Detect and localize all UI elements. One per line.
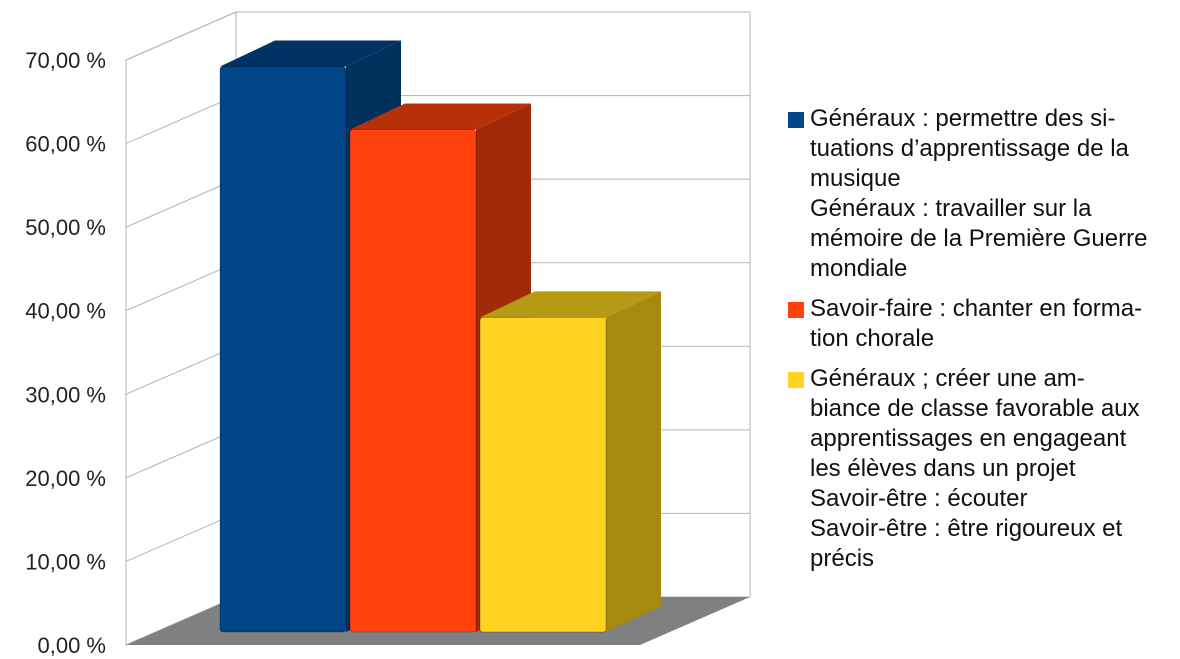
legend-label: Généraux : permettre des si- [810, 105, 1116, 132]
legend-item: Généraux : permettre des si-tuations d’a… [788, 104, 1173, 284]
legend-label: musique [810, 165, 901, 192]
y-tick-label: 40,00 % [25, 299, 106, 324]
legend-label: Généraux : travailler sur la [810, 195, 1092, 222]
gridline-side [125, 95, 237, 145]
bar-top [350, 103, 531, 130]
legend-label: Savoir-faire : chanter en forma- [810, 295, 1143, 322]
legend-item: Savoir-faire : chanter en forma-tion cho… [788, 294, 1173, 354]
gridline-side [125, 429, 237, 479]
legend-item: Généraux ; créer une am-biance de classe… [788, 364, 1173, 574]
legend-swatch [788, 302, 804, 318]
bar-top [480, 291, 661, 318]
legend-label: tuations d’apprentissage de la [810, 135, 1129, 162]
legend-label: Savoir-être : être rigoureux et [810, 515, 1123, 542]
y-tick-label: 50,00 % [25, 215, 106, 240]
gridline-side [125, 178, 237, 228]
gridline-side [125, 262, 237, 312]
legend-label: Savoir-être : écouter [810, 485, 1028, 512]
legend-label: mémoire de la Première Guerre [810, 225, 1148, 252]
legend-label: Généraux ; créer une am- [810, 365, 1085, 392]
y-tick-label: 60,00 % [25, 132, 106, 157]
legend-swatch [788, 372, 804, 388]
y-tick-label: 20,00 % [25, 466, 106, 491]
y-tick-label: 30,00 % [25, 382, 106, 407]
y-tick-label: 70,00 % [25, 48, 106, 73]
gridline-side [125, 11, 237, 61]
bar [479, 316, 607, 633]
bar-top [220, 40, 401, 67]
legend-label: précis [810, 545, 875, 572]
bar-side [606, 291, 661, 632]
gridline-side [125, 345, 237, 395]
chart-legend: Généraux : permettre des si-tuations d’a… [788, 104, 1173, 584]
y-tick-label: 0,00 % [38, 633, 107, 658]
legend-label: apprentissages en engageant [810, 425, 1127, 452]
legend-label: biance de classe favorable aux [810, 395, 1140, 422]
bar [349, 128, 477, 633]
legend-label: mondiale [810, 255, 908, 282]
legend-label: tion chorale [810, 325, 935, 352]
legend-label: les élèves dans un projet [810, 455, 1076, 482]
y-tick-label: 10,00 % [25, 549, 106, 574]
legend-swatch [788, 112, 804, 128]
gridline-side [125, 512, 237, 562]
bar [219, 66, 347, 633]
